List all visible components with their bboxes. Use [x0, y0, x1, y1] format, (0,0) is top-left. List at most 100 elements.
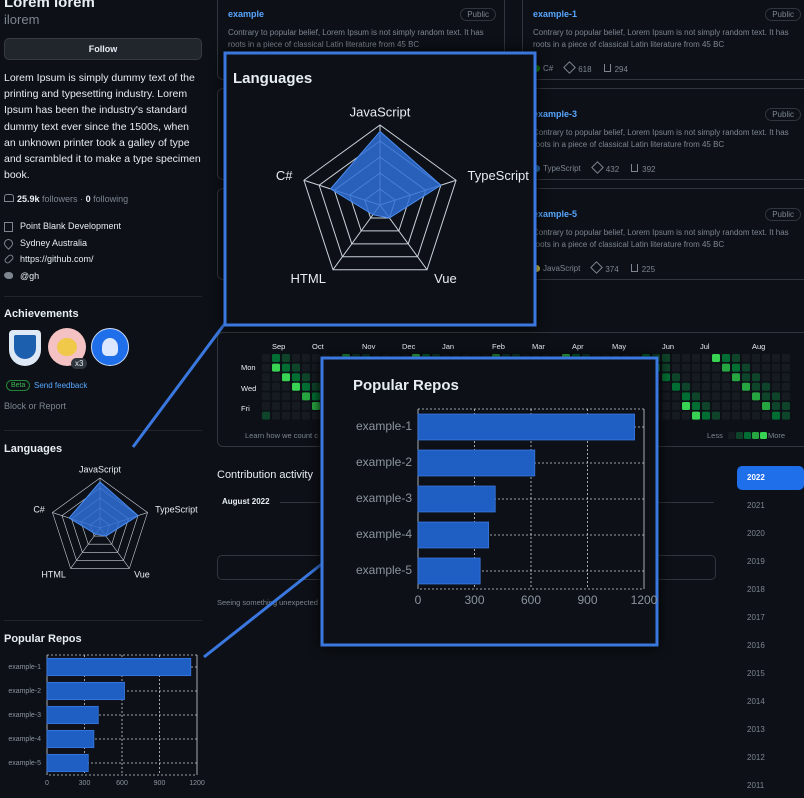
bar	[46, 681, 125, 701]
repo-card: example-1 Public Contrary to popular belie…	[522, 0, 804, 80]
contribution-cell	[782, 402, 790, 410]
year-link[interactable]: 2013	[747, 725, 765, 734]
repo-description: Contrary to popular belief, Lorem Ipsum …	[533, 228, 789, 249]
learn-link[interactable]: Learn how we count c	[245, 431, 318, 440]
contribution-cell	[292, 363, 300, 372]
y-tick-label: example-2	[8, 688, 41, 695]
contribution-cell	[302, 411, 310, 420]
contribution-cell	[692, 363, 700, 372]
visibility-badge: Public	[765, 108, 801, 121]
contribution-cell	[762, 373, 770, 382]
bar	[417, 521, 490, 549]
axis-label: Vue	[134, 569, 150, 579]
stars[interactable]: 432	[590, 161, 619, 174]
url[interactable]: https://github.com/	[20, 254, 94, 264]
month-label: Jun	[662, 342, 675, 351]
contribution-cell	[762, 402, 770, 410]
following-count[interactable]: 0	[85, 194, 91, 204]
contribution-cell	[732, 354, 740, 362]
x-tick-label: 600	[116, 780, 128, 787]
bar	[46, 705, 99, 725]
follow-button[interactable]: Follow	[4, 38, 202, 60]
forks[interactable]: 225	[630, 263, 656, 274]
contribution-cell	[682, 354, 690, 362]
contribution-cell	[262, 363, 270, 372]
y-tick-label: example-2	[356, 455, 412, 469]
month-label: May	[612, 342, 627, 351]
contribution-cell	[732, 373, 740, 382]
y-tick-label: example-3	[8, 712, 41, 719]
contribution-cell	[272, 354, 280, 362]
contribution-cell	[292, 354, 300, 362]
radar-spoke	[70, 527, 101, 569]
contribution-cell	[292, 392, 300, 401]
x-tick-label: 300	[464, 593, 484, 607]
contribution-cell	[752, 373, 760, 382]
contribution-cell	[682, 402, 690, 410]
contribution-cell	[722, 402, 730, 410]
contribution-cell	[312, 363, 320, 372]
radar-grid	[52, 477, 148, 569]
org-icon	[4, 222, 13, 232]
year-link[interactable]: 2020	[747, 529, 765, 538]
twitter-icon	[4, 272, 13, 279]
year-link[interactable]: 2018	[747, 585, 765, 594]
beta-label: Beta	[6, 380, 31, 391]
radar-grid	[303, 124, 457, 271]
language-name: TypeScript	[543, 164, 581, 173]
forks[interactable]: 294	[603, 63, 628, 74]
contribution-cell	[772, 402, 780, 410]
badge[interactable]	[9, 330, 41, 366]
forks[interactable]: 392	[631, 163, 656, 174]
repo-name[interactable]: example	[228, 9, 265, 19]
followers-count[interactable]: 25.9k	[17, 194, 40, 204]
stars[interactable]: 374	[590, 261, 619, 274]
twitter[interactable]: @gh	[20, 271, 40, 281]
badge[interactable]	[91, 328, 129, 366]
legend-cell	[744, 432, 751, 439]
y-tick-label: example-4	[356, 527, 412, 541]
axis-label: Vue	[434, 271, 457, 286]
fork-count: 225	[641, 264, 656, 274]
year-link[interactable]: 2014	[747, 697, 765, 706]
stars[interactable]: 618	[563, 61, 592, 74]
chart-title: Popular Repos	[4, 633, 82, 645]
year-link[interactable]: 2017	[747, 613, 765, 622]
repo-name[interactable]: example-1	[533, 9, 578, 19]
year-link[interactable]: 2016	[747, 641, 765, 650]
contribution-cell	[262, 382, 270, 391]
contribution-cell	[712, 402, 720, 410]
axis-label: C#	[33, 504, 45, 514]
people-icon	[4, 194, 14, 202]
divider	[4, 296, 202, 297]
year-link[interactable]: 2019	[747, 557, 765, 566]
contribution-cell	[702, 392, 710, 401]
repo-name[interactable]: example-3	[533, 109, 578, 119]
feedback-link[interactable]: Send feedback	[34, 381, 88, 390]
x-tick-label: 600	[521, 593, 541, 607]
unexpected-text: Seeing something unexpected	[217, 598, 318, 607]
contribution-cell	[762, 392, 770, 401]
org: Point Blank Development	[20, 221, 122, 231]
contribution-cell	[662, 402, 670, 410]
year-link[interactable]: 2011	[747, 781, 765, 790]
year-link[interactable]: 2012	[747, 753, 765, 762]
year-link[interactable]: 2021	[747, 501, 765, 510]
year-link[interactable]: 2022	[737, 466, 804, 490]
contribution-cell	[272, 402, 280, 410]
contribution-cell	[292, 382, 300, 391]
contribution-cell	[302, 354, 310, 362]
contribution-cell	[782, 392, 790, 401]
legend-cell	[752, 432, 759, 439]
block-report[interactable]: Block or Report	[4, 401, 67, 411]
year-link[interactable]: 2015	[747, 669, 765, 678]
y-tick-label: example-4	[8, 736, 41, 743]
contribution-cell	[742, 411, 750, 420]
legend-cell	[736, 432, 743, 439]
contribution-cell	[782, 411, 790, 420]
repo-name[interactable]: example-5	[533, 209, 578, 219]
month-label: Jul	[700, 342, 710, 351]
bar	[417, 413, 635, 441]
contribution-cell	[752, 402, 760, 410]
